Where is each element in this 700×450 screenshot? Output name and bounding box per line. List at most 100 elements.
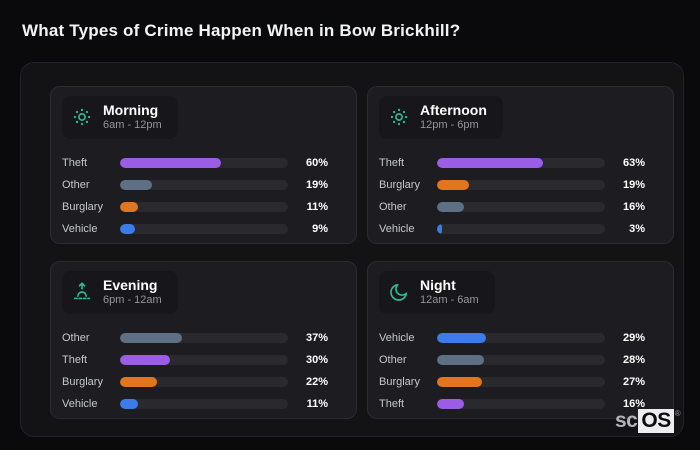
scos-logo-box: OS [638, 409, 674, 433]
bar-track [120, 224, 288, 234]
card-afternoon: Afternoon 12pm - 6pm Theft 63% Burglary … [367, 86, 674, 244]
crime-bar-row: Theft 60% [62, 152, 328, 174]
crime-percent-value: 29% [622, 332, 645, 344]
scos-logo-prefix: sc [615, 409, 638, 432]
bar-track [120, 158, 288, 168]
crime-category-label: Theft [379, 157, 405, 169]
card-time-range: 12pm - 6pm [420, 119, 479, 131]
crime-bar-row: Other 16% [379, 196, 645, 218]
bar-fill [120, 399, 139, 409]
crime-category-label: Other [62, 332, 90, 344]
crime-category-label: Other [379, 354, 407, 366]
crime-percent-value: 11% [306, 201, 328, 213]
crime-percent-value: 37% [305, 332, 328, 344]
bar-track [120, 333, 288, 343]
sun-icon [70, 105, 94, 129]
card-title: Evening [103, 277, 158, 293]
crime-percent-value: 16% [622, 201, 645, 213]
card-header: Morning 6am - 12pm [62, 96, 178, 139]
bar-fill [437, 399, 464, 409]
bar-fill [120, 158, 221, 168]
crime-percent-value: 19% [305, 179, 328, 191]
crime-percent-value: 28% [622, 354, 645, 366]
bar-fill [437, 333, 486, 343]
crime-bar-row: Burglary 27% [379, 371, 645, 393]
crime-category-label: Burglary [379, 179, 420, 191]
card-header-text: Evening 6pm - 12am [103, 277, 162, 307]
bar-track [120, 202, 288, 212]
sun-icon [387, 105, 411, 129]
crime-percent-value: 60% [305, 157, 328, 169]
card-header-text: Night 12am - 6am [420, 277, 479, 307]
crime-category-label: Burglary [379, 376, 420, 388]
crime-percent-value: 3% [629, 223, 645, 235]
bar-track [437, 399, 605, 409]
bar-track [120, 180, 288, 190]
bar-fill [120, 355, 171, 365]
bar-list: Theft 60% Other 19% Burglary 11% Vehicle [62, 152, 356, 240]
card-header: Evening 6pm - 12am [62, 271, 178, 314]
crime-category-label: Burglary [62, 201, 103, 213]
crime-bar-row: Burglary 19% [379, 174, 645, 196]
crime-category-label: Theft [379, 398, 405, 410]
crime-bar-row: Vehicle 3% [379, 218, 645, 240]
crime-bar-row: Theft 63% [379, 152, 645, 174]
crime-bar-row: Other 28% [379, 349, 645, 371]
crime-percent-value: 30% [305, 354, 328, 366]
crime-bar-row: Burglary 11% [62, 196, 328, 218]
bar-fill [120, 333, 183, 343]
registered-mark: ® [674, 409, 681, 418]
crime-percent-value: 11% [306, 398, 328, 410]
bar-track [437, 333, 605, 343]
card-time-range: 12am - 6am [420, 294, 479, 306]
sunrise-icon [70, 280, 94, 304]
bar-fill [437, 158, 543, 168]
crime-category-label: Theft [62, 157, 88, 169]
card-time-range: 6pm - 12am [103, 294, 162, 306]
bar-fill [437, 202, 464, 212]
card-header-text: Afternoon 12pm - 6pm [420, 102, 487, 132]
bar-fill [120, 202, 139, 212]
card-evening: Evening 6pm - 12am Other 37% Theft 30% B… [50, 261, 357, 419]
crime-bar-row: Burglary 22% [62, 371, 328, 393]
bar-fill [120, 180, 152, 190]
crime-bar-row: Theft 16% [379, 393, 645, 415]
bar-list: Other 37% Theft 30% Burglary 22% Vehicle [62, 327, 356, 415]
card-night: Night 12am - 6am Vehicle 29% Other 28% B… [367, 261, 674, 419]
crime-bar-row: Other 37% [62, 327, 328, 349]
crime-percent-value: 16% [622, 398, 645, 410]
crime-category-label: Vehicle [62, 223, 98, 235]
card-header-text: Morning 6am - 12pm [103, 102, 162, 132]
crime-category-label: Other [379, 201, 407, 213]
crime-category-label: Other [62, 179, 90, 191]
crime-category-label: Vehicle [62, 398, 98, 410]
moon-icon [387, 280, 411, 304]
bar-track [437, 180, 605, 190]
card-title: Morning [103, 102, 159, 118]
bar-fill [437, 355, 485, 365]
crime-bar-row: Theft 30% [62, 349, 328, 371]
page-title: What Types of Crime Happen When in Bow B… [22, 21, 461, 40]
bar-track [437, 224, 605, 234]
crime-bar-row: Vehicle 29% [379, 327, 645, 349]
crime-bar-row: Vehicle 11% [62, 393, 328, 415]
crime-percent-value: 27% [622, 376, 645, 388]
cards-grid: Morning 6am - 12pm Theft 60% Other 19% B… [50, 86, 674, 419]
card-header: Afternoon 12pm - 6pm [379, 96, 503, 139]
card-morning: Morning 6am - 12pm Theft 60% Other 19% B… [50, 86, 357, 244]
crime-category-label: Vehicle [379, 332, 415, 344]
crime-percent-value: 9% [312, 223, 328, 235]
crime-percent-value: 63% [622, 157, 645, 169]
bar-track [437, 158, 605, 168]
bar-list: Vehicle 29% Other 28% Burglary 27% Theft [379, 327, 673, 415]
scos-logo: sc OS ® [615, 409, 681, 433]
crime-bar-row: Vehicle 9% [62, 218, 328, 240]
bar-track [437, 355, 605, 365]
bar-track [120, 399, 288, 409]
bar-track [120, 355, 288, 365]
bar-fill [120, 224, 136, 234]
crime-category-label: Burglary [62, 376, 103, 388]
bar-fill [437, 180, 469, 190]
bar-track [120, 377, 288, 387]
card-title: Night [420, 277, 456, 293]
